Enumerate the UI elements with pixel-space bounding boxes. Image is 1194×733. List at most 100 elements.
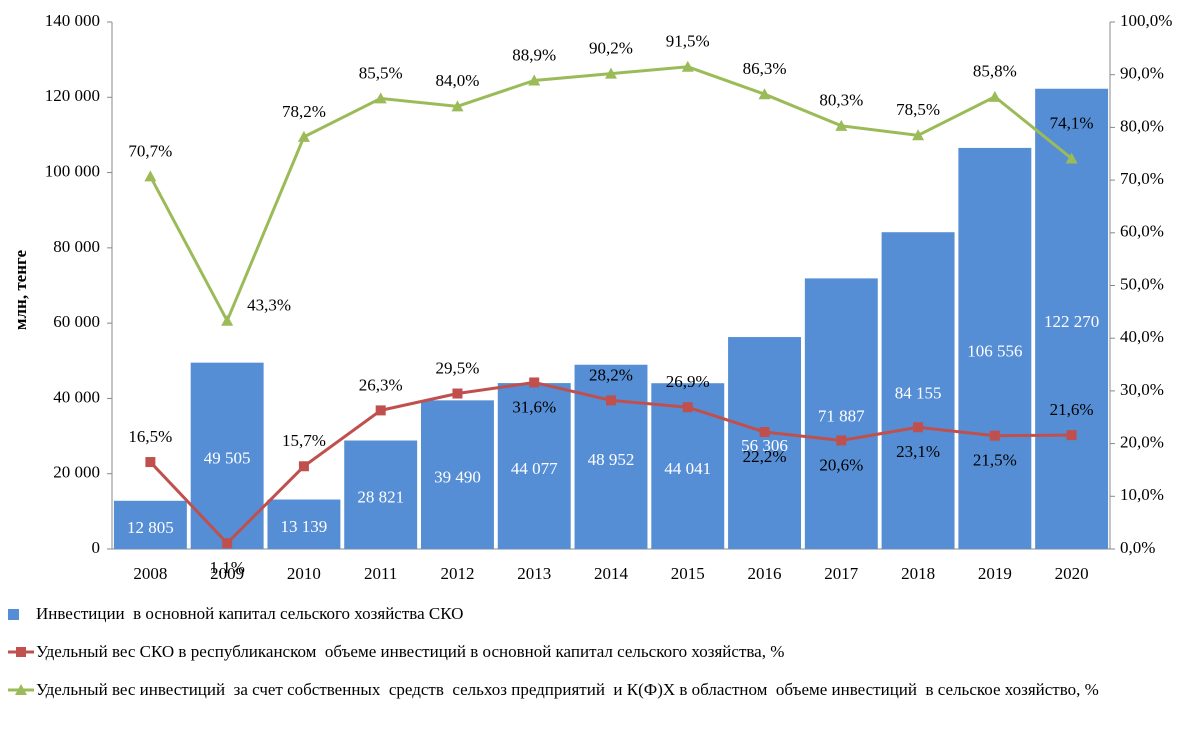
marker: [681, 60, 694, 72]
y2-tick-label: 60,0%: [1120, 222, 1164, 241]
marker: [145, 457, 156, 468]
y-tick-label: 120 000: [45, 86, 100, 105]
bar: [728, 337, 802, 549]
bar: [344, 440, 418, 549]
marker: [836, 435, 847, 446]
line-value-label: 85,5%: [359, 63, 403, 82]
bar-value-label: 12 805: [127, 518, 174, 537]
line-value-label: 85,8%: [973, 62, 1017, 81]
bar-value-label: 39 490: [434, 468, 481, 487]
legend: Инвестиции в основной капитал сельского …: [8, 604, 1188, 718]
bar: [958, 147, 1032, 550]
marker: [451, 100, 464, 112]
line-value-label: 84,0%: [436, 71, 480, 90]
bar: [113, 500, 187, 549]
marker: [144, 170, 157, 182]
line-value-label: 15,7%: [282, 431, 326, 450]
legend-marker: [15, 684, 27, 695]
x-tick-label: 2014: [594, 564, 629, 583]
marker: [374, 92, 387, 104]
line-value-label: 21,6%: [1050, 400, 1094, 419]
marker: [222, 538, 233, 549]
bar-value-label: 28 821: [357, 488, 404, 507]
line-value-label: 28,2%: [589, 365, 633, 384]
y-tick-label: 80 000: [53, 237, 100, 256]
x-tick-label: 2012: [440, 564, 474, 583]
marker: [835, 119, 848, 131]
bar: [804, 278, 878, 549]
legend-icon: [8, 684, 34, 695]
marker: [221, 314, 234, 326]
x-tick-label: 2016: [748, 564, 782, 583]
y2-tick-label: 40,0%: [1120, 327, 1164, 346]
line-value-label: 91,5%: [666, 32, 710, 51]
line-value-label: 78,5%: [896, 100, 940, 119]
y-tick-label: 0: [92, 538, 101, 557]
legend-label: Удельный вес СКО в республиканском объем…: [36, 642, 785, 661]
line-value-label: 80,3%: [819, 91, 863, 110]
bar: [1035, 88, 1109, 549]
y2-tick-label: 20,0%: [1120, 433, 1164, 452]
legend-marker: [16, 647, 26, 657]
bar-value-label: 84 155: [895, 384, 942, 403]
y2-tick-label: 80,0%: [1120, 116, 1164, 135]
line-value-label: 20,6%: [819, 455, 863, 474]
y2-tick-label: 50,0%: [1120, 274, 1164, 293]
bar: [497, 383, 571, 549]
marker: [528, 74, 541, 86]
bar: [881, 232, 955, 549]
marker: [913, 422, 924, 433]
marker: [529, 377, 540, 388]
line-value-label: 70,7%: [128, 141, 172, 160]
x-tick-label: 2018: [901, 564, 935, 583]
legend-icon: [8, 609, 19, 620]
marker: [452, 388, 463, 399]
x-tick-label: 2011: [364, 564, 397, 583]
chart: млн, тенге 0 20 000 40 000 60 000 80 000 100 …: [11, 11, 1173, 583]
x-tick-label: 2009: [210, 564, 244, 583]
bar-value-label: 56 306: [741, 436, 788, 455]
line-value-label: 26,9%: [666, 372, 710, 391]
marker: [1065, 152, 1078, 164]
marker: [375, 405, 386, 416]
line-value-label: 74,1%: [1050, 113, 1094, 132]
legend-item: Инвестиции в основной капитал сельского …: [8, 604, 1188, 624]
bar: [267, 499, 341, 549]
line-value-label: 78,2%: [282, 102, 326, 121]
bar-value-label: 122 270: [1044, 312, 1099, 331]
line-value-label: 16,5%: [128, 427, 172, 446]
marker: [606, 395, 616, 406]
legend-item: Удельный вес инвестиций за счет собствен…: [8, 680, 1188, 700]
legend-label: Удельный вес инвестиций за счет собствен…: [36, 680, 1099, 699]
line-value-label: 1,1%: [209, 558, 244, 577]
bar-value-label: 48 952: [588, 450, 635, 469]
marker: [298, 461, 309, 472]
y-axis-label: млн, тенге: [11, 249, 30, 330]
y2-tick-label: 10,0%: [1120, 485, 1164, 504]
line-value-label: 29,5%: [436, 358, 480, 377]
bar-value-label: 44 041: [664, 459, 711, 478]
bar-value-label: 44 077: [511, 459, 558, 478]
y-tick-label: 100 000: [45, 161, 100, 180]
y2-tick-label: 0,0%: [1120, 538, 1155, 557]
y2-tick-label: 30,0%: [1120, 380, 1164, 399]
marker: [758, 88, 771, 100]
marker: [1066, 430, 1077, 441]
x-tick-label: 2013: [517, 564, 551, 583]
legend-item: Удельный вес СКО в республиканском объем…: [8, 642, 1188, 662]
x-tick-label: 2020: [1055, 564, 1089, 583]
line-value-label: 86,3%: [743, 59, 787, 78]
marker: [759, 427, 770, 438]
y-tick-label: 60 000: [53, 312, 100, 331]
y2-tick-label: 70,0%: [1120, 169, 1164, 188]
bar-value-label: 71 887: [818, 407, 865, 426]
x-tick-label: 2015: [671, 564, 705, 583]
y-tick-label: 20 000: [53, 463, 100, 482]
legend-swatch: [8, 609, 19, 620]
y-tick-label: 40 000: [53, 387, 100, 406]
x-tick-label: 2019: [978, 564, 1012, 583]
x-tick-label: 2010: [287, 564, 321, 583]
line-value-label: 90,2%: [589, 39, 633, 58]
marker: [682, 402, 693, 413]
